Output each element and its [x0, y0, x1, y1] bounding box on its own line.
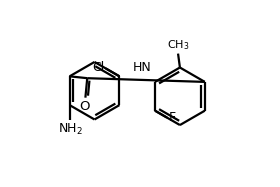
Text: Cl: Cl — [92, 61, 104, 74]
Text: CH$_3$: CH$_3$ — [167, 38, 189, 52]
Text: O: O — [79, 100, 90, 114]
Text: F: F — [169, 111, 176, 124]
Text: HN: HN — [133, 61, 152, 73]
Text: NH$_2$: NH$_2$ — [58, 122, 83, 137]
